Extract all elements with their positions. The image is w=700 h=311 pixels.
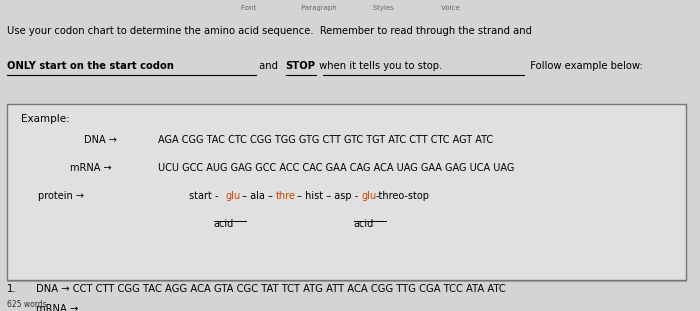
Text: AGA CGG TAC CTC CGG TGG GTG CTT GTC TGT ATC CTT CTC AGT ATC: AGA CGG TAC CTC CGG TGG GTG CTT GTC TGT …: [158, 135, 493, 145]
Text: STOP: STOP: [286, 61, 316, 71]
Text: glu: glu: [225, 191, 241, 201]
Text: Use your codon chart to determine the amino acid sequence.  Remember to read thr: Use your codon chart to determine the am…: [7, 26, 532, 36]
Text: – hist – asp -: – hist – asp -: [294, 191, 358, 201]
Text: ONLY start on the start codon: ONLY start on the start codon: [7, 61, 174, 71]
Text: Font                    Paragraph                Styles                     Voic: Font Paragraph Styles Voic: [241, 5, 459, 11]
Text: glu: glu: [362, 191, 377, 201]
Text: Follow example below:: Follow example below:: [524, 61, 643, 71]
FancyBboxPatch shape: [7, 104, 686, 280]
Text: mRNA →: mRNA →: [70, 163, 111, 173]
Text: -threo-stop: -threo-stop: [375, 191, 430, 201]
Text: DNA →: DNA →: [84, 135, 117, 145]
Text: and: and: [256, 61, 281, 71]
Text: Example:: Example:: [21, 114, 70, 123]
Text: thre: thre: [275, 191, 295, 201]
Text: 1.: 1.: [7, 284, 17, 294]
Text: start -: start -: [189, 191, 222, 201]
Text: when it tells you to stop.: when it tells you to stop.: [316, 61, 442, 71]
Text: UCU GCC AUG GAG GCC ACC CAC GAA CAG ACA UAG GAA GAG UCA UAG: UCU GCC AUG GAG GCC ACC CAC GAA CAG ACA …: [158, 163, 514, 173]
Text: mRNA →: mRNA →: [36, 304, 79, 311]
Text: acid: acid: [354, 219, 374, 229]
Text: acid: acid: [214, 219, 234, 229]
Text: – ala –: – ala –: [239, 191, 273, 201]
Text: DNA → CCT CTT CGG TAC AGG ACA GTA CGC TAT TCT ATG ATT ACA CGG TTG CGA TCC ATA AT: DNA → CCT CTT CGG TAC AGG ACA GTA CGC TA…: [36, 284, 506, 294]
Text: protein →: protein →: [38, 191, 85, 201]
Text: 625 words: 625 words: [7, 299, 47, 309]
